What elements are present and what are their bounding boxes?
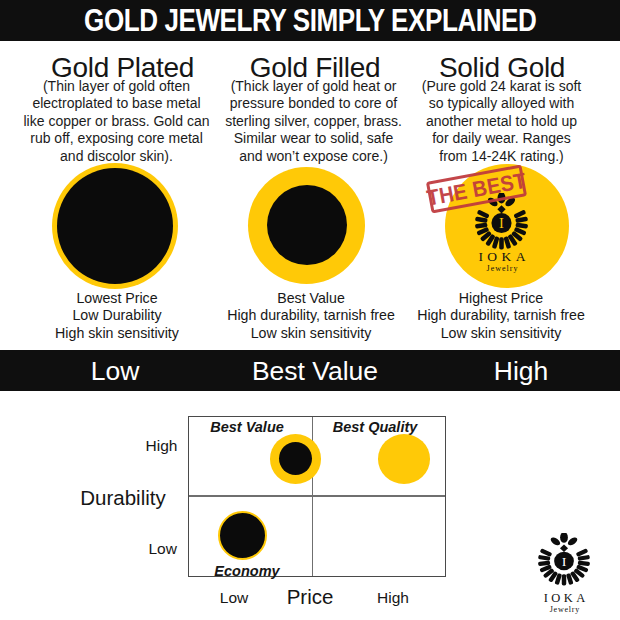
durability-low-tick: Low: [148, 540, 176, 558]
best-value-dot: [270, 434, 321, 484]
column-gold-plated: Gold Plated (Thin layer of gold often el…: [13, 52, 233, 165]
gold-filled-coin: [248, 167, 365, 284]
header-bar: GOLD JEWELRY SIMPLY EXPLAINED: [0, 0, 620, 41]
ioka-sub: Jewelry: [442, 264, 562, 273]
gold-filled-traits: Best Value High durability, tarnish free…: [201, 290, 421, 343]
quadrant-label-best-value: Best Value: [210, 419, 284, 435]
quadrant-label-economy: Economy: [214, 563, 279, 579]
price-low-tick: Low: [220, 589, 248, 607]
dot-core: [279, 442, 312, 475]
price-axis-label: Price: [287, 585, 334, 609]
price-high-tick: High: [377, 589, 409, 607]
column-description: (Pure gold 24 karat is soft so typically…: [391, 78, 612, 166]
ioka-sub: Jewelry: [504, 605, 620, 614]
scale-low: Low: [91, 355, 140, 386]
grid-hline: [189, 495, 445, 497]
coin-core: [267, 185, 347, 265]
gold-plated-coin: [52, 163, 178, 289]
best-quality-dot: [378, 434, 430, 484]
value-scale-bar: Low Best Value High: [0, 350, 620, 391]
durability-high-tick: High: [146, 437, 178, 455]
coin-core: [57, 168, 173, 284]
ioka-crest-icon: [538, 533, 590, 586]
gold-plated-traits: Lowest Price Low Durability High skin se…: [7, 290, 227, 343]
infographic: GOLD JEWELRY SIMPLY EXPLAINED Gold Plate…: [0, 0, 620, 620]
solid-gold-traits: Highest Price High durability, tarnish f…: [391, 290, 611, 343]
column-description: (Thin layer of gold often electroplated …: [1, 78, 233, 166]
economy-dot: [218, 511, 267, 560]
page-title: GOLD JEWELRY SIMPLY EXPLAINED: [84, 3, 536, 39]
scale-high: High: [494, 355, 549, 386]
quadrant-label-best-quality: Best Quality: [333, 419, 418, 435]
column-solid-gold: Solid Gold (Pure gold 24 karat is soft s…: [392, 52, 612, 165]
durability-axis-label: Durability: [80, 486, 165, 510]
scale-best-value: Best Value: [252, 355, 378, 386]
